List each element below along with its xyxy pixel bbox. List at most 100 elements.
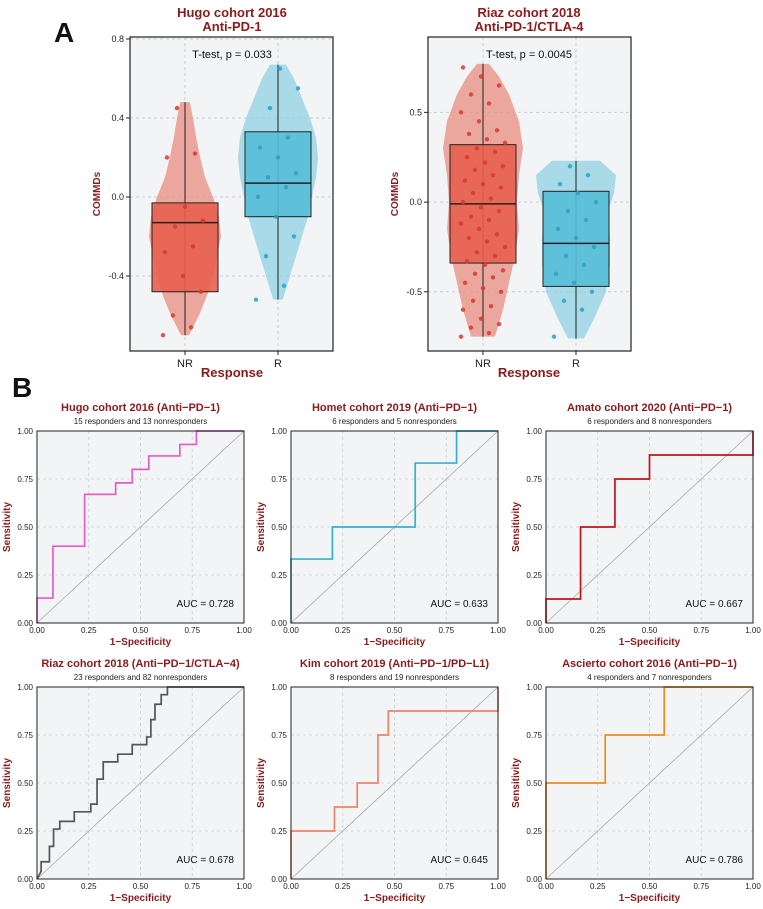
data-point-R bbox=[589, 289, 595, 294]
roc-title: Amato cohort 2020 (Anti−PD−1) bbox=[567, 402, 732, 414]
data-point-R bbox=[561, 298, 567, 303]
x-axis-label: 1−Specificity bbox=[110, 893, 172, 904]
chart-title: Hugo cohort 2016 bbox=[177, 5, 287, 20]
x-tick-label: 1.00 bbox=[745, 882, 761, 891]
data-point-R bbox=[557, 181, 563, 187]
x-tick-label: 1.00 bbox=[236, 626, 252, 635]
y-tick-label: 1.00 bbox=[271, 427, 287, 436]
data-point-NR bbox=[172, 224, 178, 229]
y-tick-label: 0.75 bbox=[271, 475, 287, 484]
data-point-R bbox=[571, 280, 577, 286]
data-point-NR bbox=[490, 275, 496, 280]
x-axis-label: 1−Specificity bbox=[364, 893, 426, 904]
data-point-R bbox=[573, 235, 579, 241]
x-axis-label: Response bbox=[498, 365, 560, 380]
y-tick-label: 0.50 bbox=[17, 523, 33, 532]
data-point-R bbox=[277, 66, 283, 71]
x-tick-label: NR bbox=[177, 358, 193, 370]
roc-curve bbox=[36, 430, 244, 623]
data-point-NR bbox=[458, 110, 464, 115]
data-point-NR bbox=[492, 253, 498, 259]
violin-panel-1: -0.4 0.0 0.4 0.8 NR R Hugo cohort 2016Anti-PD-… bbox=[92, 5, 334, 380]
y-axis-label: Sensitivity bbox=[256, 758, 267, 808]
data-point-NR bbox=[458, 334, 464, 339]
roc-subtitle: 23 responders and 82 nonresponders bbox=[74, 673, 207, 682]
y-tick-label: 0.25 bbox=[526, 571, 542, 580]
y-axis-label: Sensitivity bbox=[2, 502, 13, 552]
data-point-R bbox=[553, 271, 559, 277]
data-point-NR bbox=[162, 250, 168, 255]
data-point-R bbox=[575, 190, 581, 196]
roc-title: Ascierto cohort 2016 (Anti−PD−1) bbox=[562, 658, 737, 670]
roc-panel-3: 0.000.00 0.25 0.25 0.50 0.50 0.75 0.75 1.00 1.00… bbox=[511, 402, 761, 648]
data-point-NR bbox=[486, 217, 492, 223]
x-axis-label: Response bbox=[201, 365, 263, 380]
data-point-NR bbox=[464, 259, 470, 264]
x-tick-label: 0.25 bbox=[590, 626, 606, 635]
data-point-NR bbox=[480, 181, 486, 187]
ttest-annotation: T-test, p = 0.0045 bbox=[486, 49, 572, 61]
plot-border bbox=[545, 430, 754, 624]
data-point-R bbox=[567, 163, 573, 169]
y-axis-label: COMMDs bbox=[92, 171, 103, 216]
data-point-NR bbox=[472, 271, 478, 277]
x-tick-label: 0.25 bbox=[335, 882, 351, 891]
box-NR bbox=[151, 202, 219, 293]
chart-subtitle: Anti-PD-1/CTLA-4 bbox=[474, 19, 584, 34]
x-axis-label: 1−Specificity bbox=[110, 637, 172, 648]
y-axis-label: COMMDs bbox=[390, 171, 401, 216]
data-point-R bbox=[255, 194, 261, 200]
data-point-NR bbox=[502, 244, 508, 250]
y-tick-label: 0.50 bbox=[17, 779, 33, 788]
data-point-NR bbox=[474, 146, 480, 151]
roc-panel-5: 0.000.00 0.25 0.25 0.50 0.50 0.75 0.75 1.00 1.00… bbox=[256, 658, 506, 904]
x-axis-label: 1−Specificity bbox=[619, 637, 681, 648]
data-point-R bbox=[285, 135, 291, 140]
x-tick-label: 0.00 bbox=[29, 626, 45, 635]
data-point-NR bbox=[490, 172, 496, 178]
auc-label: AUC = 0.728 bbox=[176, 599, 234, 610]
x-tick-label: 1.00 bbox=[490, 882, 506, 891]
plot-border bbox=[36, 686, 245, 880]
data-point-R bbox=[593, 199, 599, 205]
diagonal-reference bbox=[290, 686, 499, 880]
y-tick-label: 0.50 bbox=[271, 779, 287, 788]
x-tick-label: 0.50 bbox=[133, 882, 149, 891]
data-point-NR bbox=[482, 262, 488, 268]
data-point-NR bbox=[496, 208, 502, 214]
data-point-NR bbox=[200, 218, 206, 223]
x-tick-label: NR bbox=[475, 358, 491, 370]
data-point-R bbox=[253, 297, 259, 302]
data-point-NR bbox=[478, 74, 484, 79]
chart-title: Riaz cohort 2018 bbox=[477, 5, 580, 20]
plot-border bbox=[427, 36, 632, 352]
data-point-R bbox=[551, 334, 557, 339]
y-tick-label: 1.00 bbox=[526, 683, 542, 692]
data-point-NR bbox=[486, 101, 492, 106]
roc-curve bbox=[290, 430, 498, 623]
plot-border bbox=[290, 430, 499, 624]
auc-label: AUC = 0.633 bbox=[430, 599, 488, 610]
data-point-NR bbox=[460, 307, 466, 312]
y-tick-label: 0.0 bbox=[111, 192, 124, 202]
data-point-NR bbox=[502, 140, 508, 146]
data-point-NR bbox=[484, 239, 490, 244]
plot-border bbox=[545, 686, 754, 880]
roc-panel-2: 0.000.00 0.25 0.25 0.50 0.50 0.75 0.75 1.00 1.00… bbox=[256, 402, 506, 648]
x-axis-label: 1−Specificity bbox=[619, 893, 681, 904]
auc-label: AUC = 0.667 bbox=[685, 599, 743, 610]
x-tick-label: 0.00 bbox=[283, 626, 299, 635]
data-point-R bbox=[581, 262, 587, 268]
plot-border bbox=[129, 36, 334, 352]
data-point-NR bbox=[468, 214, 474, 219]
x-tick-label: 0.00 bbox=[538, 882, 554, 891]
x-tick-label: 1.00 bbox=[236, 882, 252, 891]
diagonal-reference bbox=[545, 686, 754, 880]
roc-panel-1: 0.000.00 0.25 0.25 0.50 0.50 0.75 0.75 1.00 1.00… bbox=[2, 402, 252, 648]
y-tick-label: 0.8 bbox=[111, 34, 124, 44]
y-tick-label: 0.25 bbox=[17, 827, 33, 836]
data-point-NR bbox=[462, 178, 468, 183]
y-tick-label: 0.75 bbox=[17, 731, 33, 740]
data-point-NR bbox=[160, 333, 166, 338]
data-point-R bbox=[275, 155, 281, 160]
